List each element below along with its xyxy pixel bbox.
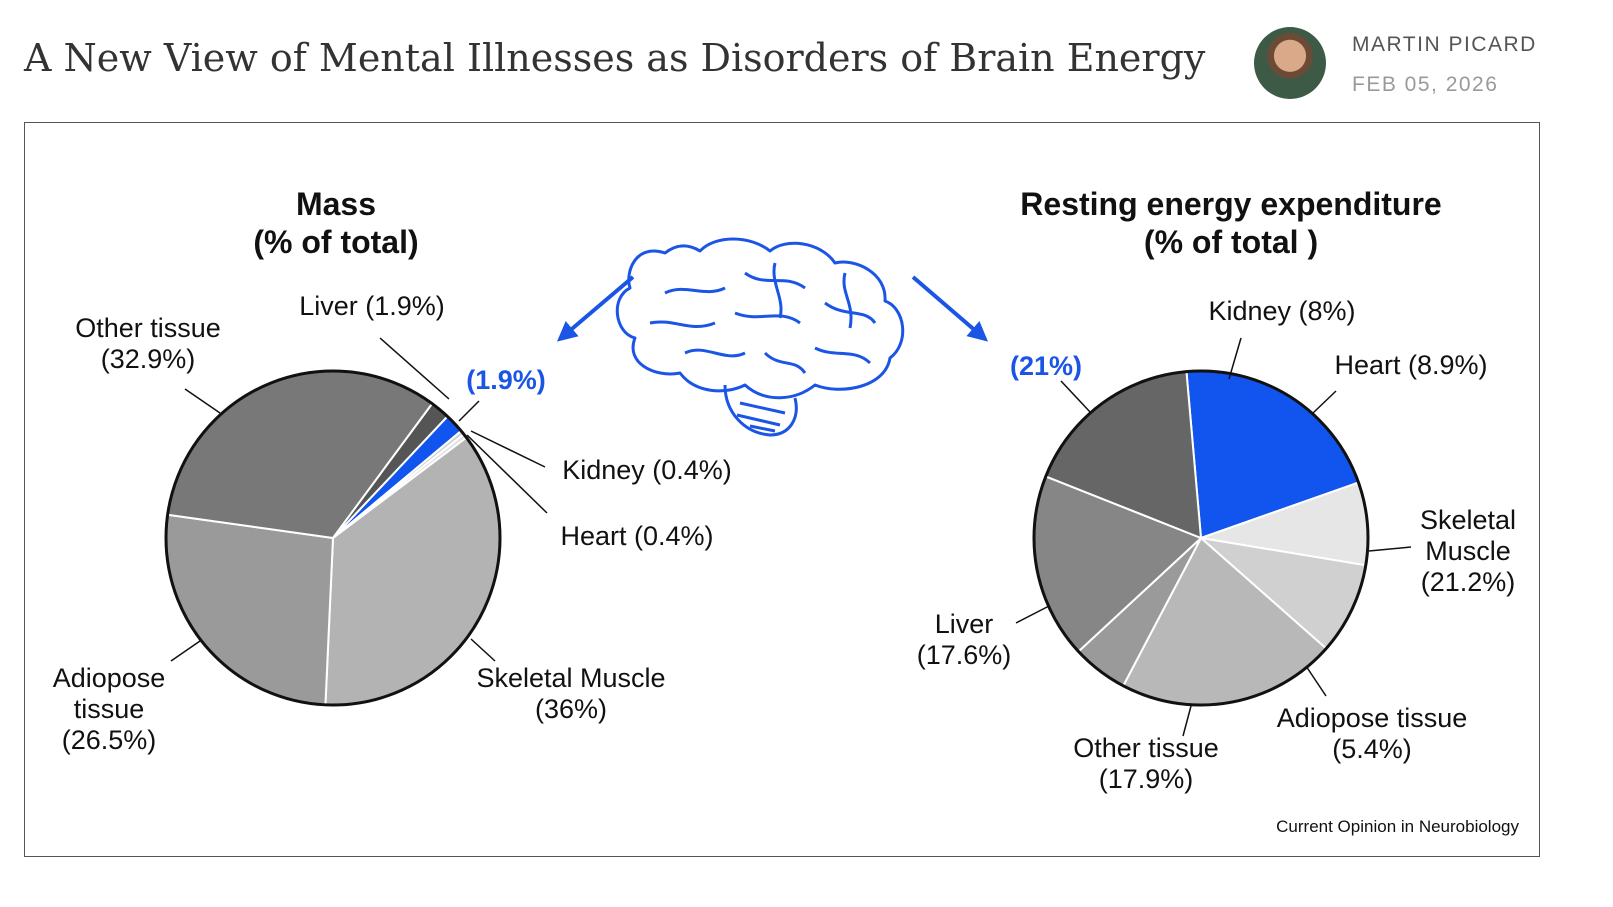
- slice-value-label: (17.9%): [1098, 764, 1194, 794]
- arrow: [911, 275, 989, 342]
- slice-name: Adiopose tissue: [1276, 703, 1468, 733]
- leader-line: [1305, 665, 1327, 697]
- slice-name: Adiopose tissue: [52, 663, 166, 724]
- figure-canvas: Current Opinion in Neurobiology: [164, 237, 1519, 836]
- slice-name: Kidney: [1208, 296, 1292, 326]
- slice-label: Adiopose tissue (5.4%): [1222, 703, 1522, 765]
- slice-label: Kidney (0.4%): [517, 455, 777, 486]
- slice-label: Kidney (8%): [1172, 296, 1392, 327]
- chart-subtitle: (% of total): [253, 224, 419, 260]
- leader-line: [1182, 705, 1192, 737]
- leader-line: [184, 388, 221, 414]
- slice-label: Skeletal Muscle (21.2%): [1403, 505, 1533, 598]
- slice-name: Other tissue: [1073, 733, 1219, 763]
- slice-label: Liver (17.6%): [899, 609, 1029, 671]
- leader-line: [1060, 380, 1092, 414]
- credit: Current Opinion in Neurobiology: [1276, 817, 1519, 836]
- slice-value-label: (21%): [1009, 351, 1083, 381]
- slice-label: Heart (0.4%): [517, 521, 757, 552]
- slice-value-label: (0.4%): [634, 521, 714, 551]
- figure: Current Opinion in Neurobiology Mass (% o…: [24, 122, 1540, 857]
- leader-line: [470, 638, 496, 662]
- slice-label: Heart (8.9%): [1291, 350, 1531, 381]
- slice-label: Other tissue (32.9%): [48, 313, 248, 375]
- leader-line: [379, 337, 450, 400]
- chart-title-text: Resting energy expenditure: [1020, 186, 1442, 222]
- pie-outline: [1032, 369, 1370, 707]
- slice-name: Heart: [560, 521, 627, 551]
- chart-title-text: Mass: [295, 186, 377, 222]
- leader-line: [1368, 546, 1412, 552]
- chart-title: Mass (% of total): [76, 185, 596, 261]
- leader-line: [458, 400, 480, 422]
- brain-icon: [615, 237, 905, 437]
- slice-label: Adiopose tissue (26.5%): [44, 663, 174, 756]
- page-title: A New View of Mental Illnesses as Disord…: [24, 36, 1206, 80]
- leader-line: [466, 434, 548, 514]
- slice-value-label: (32.9%): [100, 344, 196, 374]
- leader-line: [170, 640, 201, 662]
- slice-label: Other tissue (17.9%): [1036, 733, 1256, 795]
- leader-line: [470, 430, 546, 468]
- leader-line: [1015, 605, 1050, 624]
- slice-value-label: (8.9%): [1408, 350, 1488, 380]
- slice-value-label: (36%): [534, 694, 608, 724]
- slice-value-label: (26.5%): [61, 725, 157, 755]
- chart-subtitle: (% of total ): [1143, 224, 1319, 260]
- leader-line: [1228, 337, 1242, 380]
- slice-name: Other tissue: [75, 313, 221, 343]
- slice-value-label: (0.4%): [652, 455, 732, 485]
- pie-outline: [164, 369, 502, 707]
- slice-name: Skeletal Muscle: [1419, 505, 1517, 566]
- slice-label: (1.9%): [431, 365, 581, 396]
- slice-value-label: (8%): [1298, 296, 1356, 326]
- slice-name: Skeletal Muscle: [476, 663, 666, 693]
- chart-title: Resting energy expenditure (% of total ): [971, 185, 1491, 261]
- slice-value-label: (1.9%): [365, 291, 445, 321]
- slice-value-label: (1.9%): [466, 365, 546, 395]
- slice-value-label: (17.6%): [916, 640, 1012, 670]
- slice-name: Kidney: [562, 455, 645, 485]
- slice-name: Heart: [1334, 350, 1401, 380]
- author-name: MARTIN PICARD: [1352, 33, 1537, 56]
- slice-label: Liver (1.9%): [252, 291, 492, 322]
- arrow: [556, 275, 635, 342]
- slice-name: Liver: [934, 609, 994, 639]
- pie-slice: [165, 513, 335, 706]
- slice-value-label: (21.2%): [1420, 567, 1516, 597]
- post-date: FEB 05, 2026: [1352, 73, 1499, 96]
- leader-line: [1312, 390, 1337, 414]
- slice-label: Skeletal Muscle (36%): [441, 663, 701, 725]
- slice-value-label: (5.4%): [1332, 734, 1412, 764]
- slice-name: Liver: [299, 291, 358, 321]
- author-avatar: [1254, 27, 1326, 99]
- slice-label: (21%): [976, 351, 1116, 382]
